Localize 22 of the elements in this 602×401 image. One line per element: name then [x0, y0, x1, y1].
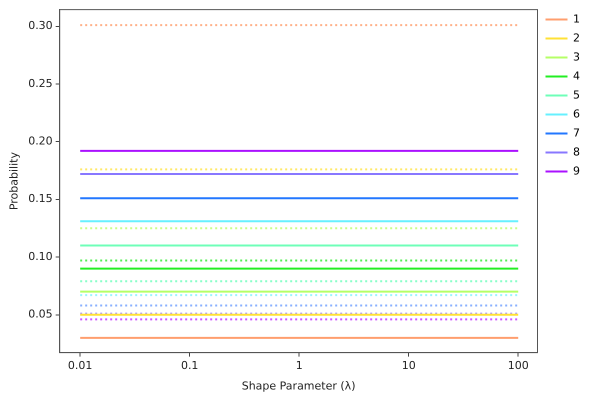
- legend-label: 7: [573, 126, 580, 140]
- legend-label: 4: [573, 69, 580, 82]
- y-tick-label: 0.10: [28, 250, 53, 263]
- legend-label: 1: [573, 12, 580, 26]
- x-tick-label: 0.01: [68, 359, 92, 372]
- legend-label: 5: [573, 88, 580, 102]
- legend-label: 9: [573, 164, 580, 178]
- legend-label: 3: [573, 50, 580, 64]
- x-tick-label: 0.1: [180, 359, 198, 372]
- y-tick-label: 0.15: [28, 192, 53, 206]
- y-tick-label: 0.25: [28, 76, 53, 90]
- x-axis-title: Shape Parameter (λ): [242, 379, 356, 392]
- y-tick-label: 0.20: [28, 134, 53, 148]
- x-tick-label: 10: [402, 359, 416, 372]
- x-tick-label: 1: [296, 359, 303, 372]
- y-tick-label: 0.05: [28, 308, 53, 321]
- legend-label: 8: [573, 145, 580, 158]
- y-axis-title: Probability: [7, 152, 20, 210]
- y-tick-label: 0.30: [28, 19, 53, 32]
- legend-label: 6: [573, 107, 580, 120]
- x-tick-label: 100: [508, 359, 529, 372]
- legend-label: 2: [573, 31, 580, 44]
